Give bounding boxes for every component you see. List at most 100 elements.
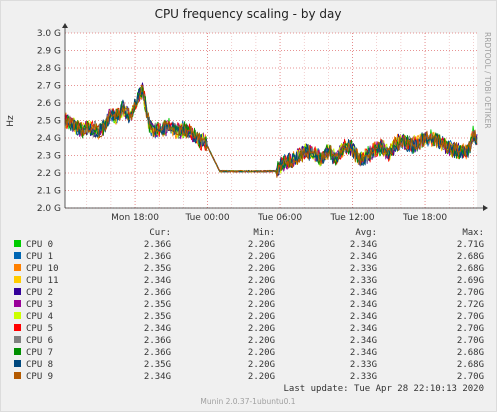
legend-value-min: 2.20G [248,264,275,274]
legend-value-cur: 2.36G [144,348,171,358]
legend-value-min: 2.20G [248,240,275,250]
legend-value-avg: 2.34G [350,336,377,346]
legend-swatch [14,360,21,367]
x-axis: Mon 18:00 Tue 00:00 Tue 06:00 Tue 12:00 Tue … [111,213,447,223]
legend-value-avg: 2.34G [350,324,377,334]
legend-swatch [14,252,21,259]
plot-area [65,33,477,208]
x-tick-label: Mon 18:00 [111,213,159,223]
legend-value-cur: 2.36G [144,240,171,250]
legend-swatch [14,288,21,295]
legend-value-min: 2.20G [248,288,275,298]
legend-value-max: 2.68G [457,348,484,358]
legend-value-avg: 2.34G [350,252,377,262]
legend-value-cur: 2.34G [144,276,171,286]
legend-value-cur: 2.35G [144,312,171,322]
y-tick-label: 2.5 G [37,117,61,127]
legend-header-min: Min: [253,228,275,238]
legend-value-min: 2.20G [248,372,275,382]
legend-swatch [14,240,21,247]
y-tick-label: 2.6 G [37,99,61,109]
grid [65,32,477,209]
y-tick-label: 2.2 G [37,169,61,179]
legend-name: CPU 2 [26,288,53,298]
series-line-cpu-9 [64,84,478,178]
legend-swatch [14,300,21,307]
legend-name: CPU 4 [26,312,53,322]
legend-swatch [14,312,21,319]
legend: Cur: Min: Avg: Max: CPU 0 2.36G 2.20G 2.34G… [14,228,484,382]
y-axis-arrow [62,23,68,28]
y-tick-label: 2.1 G [37,187,61,197]
legend-value-avg: 2.34G [350,288,377,298]
legend-value-min: 2.20G [248,360,275,370]
legend-value-avg: 2.34G [350,348,377,358]
legend-name: CPU 6 [26,336,53,346]
legend-value-max: 2.69G [457,276,484,286]
series-lines [64,82,478,178]
legend-swatch [14,336,21,343]
legend-value-cur: 2.34G [144,324,171,334]
y-tick-label: 2.3 G [37,152,61,162]
legend-value-max: 2.70G [457,336,484,346]
axes [62,23,488,211]
y-tick-label: 3.0 G [37,29,61,39]
legend-value-max: 2.71G [457,240,484,250]
legend-name: CPU 11 [26,276,59,286]
legend-name: CPU 5 [26,324,53,334]
legend-value-cur: 2.36G [144,288,171,298]
legend-value-avg: 2.34G [350,240,377,250]
legend-name: CPU 10 [26,264,59,274]
legend-value-max: 2.70G [457,288,484,298]
x-tick-label: Tue 12:00 [329,213,374,223]
legend-value-max: 2.70G [457,372,484,382]
legend-value-min: 2.20G [248,252,275,262]
legend-value-max: 2.70G [457,324,484,334]
rrdtool-side-label: RRDTOOL / TOBI OETIKER [483,32,492,129]
y-tick-label: 2.7 G [37,82,61,92]
legend-value-avg: 2.34G [350,312,377,322]
legend-name: CPU 3 [26,300,53,310]
legend-value-cur: 2.34G [144,372,171,382]
x-tick-label: Tue 06:00 [257,213,302,223]
legend-value-cur: 2.36G [144,252,171,262]
legend-value-avg: 2.34G [350,300,377,310]
legend-header-max: Max: [462,228,484,238]
legend-value-cur: 2.35G [144,360,171,370]
legend-value-min: 2.20G [248,276,275,286]
legend-value-cur: 2.36G [144,336,171,346]
legend-value-avg: 2.33G [350,276,377,286]
legend-header-avg: Avg: [355,228,377,238]
legend-swatch [14,372,21,379]
legend-value-avg: 2.33G [350,264,377,274]
legend-value-max: 2.72G [457,300,484,310]
legend-name: CPU 7 [26,348,53,358]
legend-value-max: 2.70G [457,312,484,322]
last-update: Last update: Tue Apr 28 22:10:13 2020 [284,384,484,394]
legend-swatch [14,348,21,355]
legend-value-avg: 2.33G [350,372,377,382]
y-axis-label: Hz [6,115,16,127]
legend-value-min: 2.20G [248,348,275,358]
legend-value-cur: 2.35G [144,264,171,274]
munin-version: Munin 2.0.37-1ubuntu0.1 [200,397,295,406]
legend-value-min: 2.20G [248,300,275,310]
legend-value-min: 2.20G [248,324,275,334]
x-tick-label: Tue 00:00 [184,213,229,223]
legend-value-cur: 2.35G [144,300,171,310]
legend-name: CPU 1 [26,252,53,262]
legend-value-max: 2.68G [457,264,484,274]
x-tick-label: Tue 18:00 [402,213,447,223]
legend-value-max: 2.68G [457,252,484,262]
chart-title: CPU frequency scaling - by day [155,7,342,21]
legend-name: CPU 8 [26,360,53,370]
y-tick-label: 2.4 G [37,134,61,144]
y-axis: 2.0 G 2.1 G 2.2 G 2.3 G 2.4 G 2.5 G 2.6 G 2.7 G… [37,29,61,214]
y-tick-label: 2.9 G [37,47,61,57]
legend-swatch [14,264,21,271]
legend-swatch [14,324,21,331]
legend-name: CPU 9 [26,372,53,382]
legend-value-max: 2.68G [457,360,484,370]
